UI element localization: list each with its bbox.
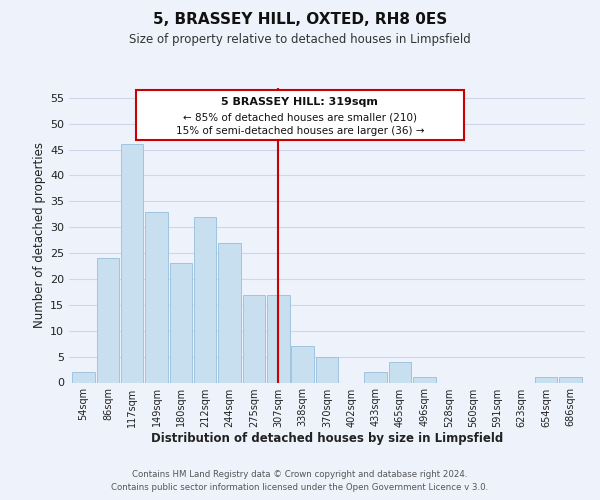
Bar: [413, 378, 436, 382]
Text: ← 85% of detached houses are smaller (210): ← 85% of detached houses are smaller (21…: [183, 112, 417, 122]
Y-axis label: Number of detached properties: Number of detached properties: [33, 142, 46, 328]
Bar: [145, 212, 168, 382]
X-axis label: Distribution of detached houses by size in Limpsfield: Distribution of detached houses by size …: [151, 432, 503, 446]
Bar: [267, 294, 290, 382]
Bar: [535, 378, 557, 382]
Text: Contains public sector information licensed under the Open Government Licence v : Contains public sector information licen…: [112, 484, 488, 492]
Bar: [97, 258, 119, 382]
Bar: [316, 356, 338, 382]
Bar: [364, 372, 387, 382]
Bar: [218, 243, 241, 382]
Text: Contains HM Land Registry data © Crown copyright and database right 2024.: Contains HM Land Registry data © Crown c…: [132, 470, 468, 479]
Bar: [559, 378, 581, 382]
Bar: [243, 294, 265, 382]
FancyBboxPatch shape: [136, 90, 464, 140]
Text: 5 BRASSEY HILL: 319sqm: 5 BRASSEY HILL: 319sqm: [221, 97, 379, 107]
Bar: [389, 362, 411, 382]
Bar: [292, 346, 314, 382]
Text: Size of property relative to detached houses in Limpsfield: Size of property relative to detached ho…: [129, 32, 471, 46]
Bar: [170, 264, 192, 382]
Text: 5, BRASSEY HILL, OXTED, RH8 0ES: 5, BRASSEY HILL, OXTED, RH8 0ES: [153, 12, 447, 28]
Bar: [194, 217, 217, 382]
Bar: [73, 372, 95, 382]
Text: 15% of semi-detached houses are larger (36) →: 15% of semi-detached houses are larger (…: [176, 126, 424, 136]
Bar: [121, 144, 143, 382]
